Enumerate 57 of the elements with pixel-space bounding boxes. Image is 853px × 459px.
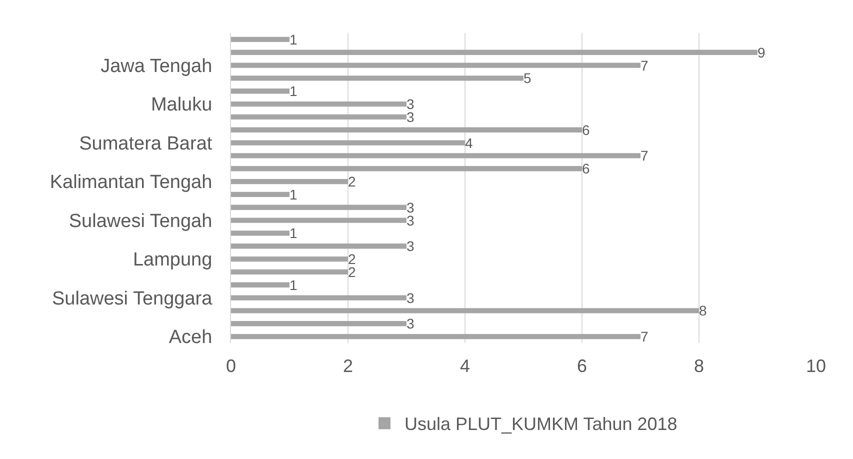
bar bbox=[231, 76, 524, 81]
bar bbox=[231, 192, 290, 198]
data-label: 3 bbox=[406, 316, 414, 332]
bar bbox=[231, 153, 640, 158]
data-label: 1 bbox=[290, 186, 298, 202]
x-tick-label: 6 bbox=[576, 356, 588, 376]
data-label: 7 bbox=[640, 328, 648, 345]
bar bbox=[231, 114, 406, 120]
data-label: 1 bbox=[290, 276, 298, 293]
bar bbox=[231, 321, 406, 326]
data-label: 4 bbox=[465, 134, 473, 151]
data-label: 6 bbox=[582, 160, 590, 177]
data-label: 3 bbox=[406, 238, 414, 254]
bar bbox=[231, 282, 290, 288]
bar bbox=[231, 178, 348, 184]
y-tick-label: Jawa Tengah bbox=[100, 56, 212, 77]
data-label: 1 bbox=[290, 225, 298, 242]
x-tick-label: 8 bbox=[694, 356, 704, 376]
bar bbox=[231, 36, 290, 42]
x-tick-label: 10 bbox=[806, 356, 826, 376]
x-tick-label: 2 bbox=[342, 356, 354, 376]
bar bbox=[231, 230, 290, 236]
y-tick-label: Sumatera Barat bbox=[79, 133, 213, 154]
legend-label: Usula PLUT_KUMKM Tahun 2018 bbox=[404, 414, 678, 434]
bar bbox=[231, 256, 348, 262]
y-tick-label: Maluku bbox=[150, 94, 212, 116]
bar bbox=[231, 166, 582, 172]
y-tick-label: Lampung bbox=[132, 250, 212, 271]
data-label: 1 bbox=[290, 31, 298, 48]
bar bbox=[231, 269, 348, 275]
data-label: 7 bbox=[640, 148, 648, 164]
y-tick-label: Sulawesi Tenggara bbox=[52, 288, 213, 310]
data-label: 2 bbox=[348, 174, 356, 190]
y-tick-label: Sulawesi Tengah bbox=[68, 210, 212, 232]
data-label: 8 bbox=[699, 302, 707, 319]
bar bbox=[231, 140, 465, 146]
bar bbox=[231, 204, 406, 210]
y-tick-label: Aceh bbox=[168, 327, 212, 348]
data-label: 1 bbox=[290, 83, 298, 100]
bar bbox=[231, 334, 640, 340]
bar bbox=[231, 218, 406, 223]
bar bbox=[231, 295, 406, 300]
bar bbox=[231, 88, 290, 94]
bar bbox=[231, 308, 699, 314]
y-tick-label: Kalimantan Tengah bbox=[50, 172, 212, 194]
data-label: 6 bbox=[582, 122, 590, 138]
bar bbox=[231, 101, 406, 107]
bar bbox=[231, 244, 406, 249]
bar bbox=[231, 50, 758, 55]
data-label: 3 bbox=[406, 290, 414, 306]
bar bbox=[231, 127, 582, 132]
data-label: 9 bbox=[758, 44, 766, 60]
bar bbox=[231, 62, 640, 68]
x-tick-label: 4 bbox=[460, 356, 470, 376]
x-tick-label: 0 bbox=[226, 356, 236, 376]
data-label: 5 bbox=[524, 70, 532, 86]
data-label: 7 bbox=[640, 57, 648, 74]
